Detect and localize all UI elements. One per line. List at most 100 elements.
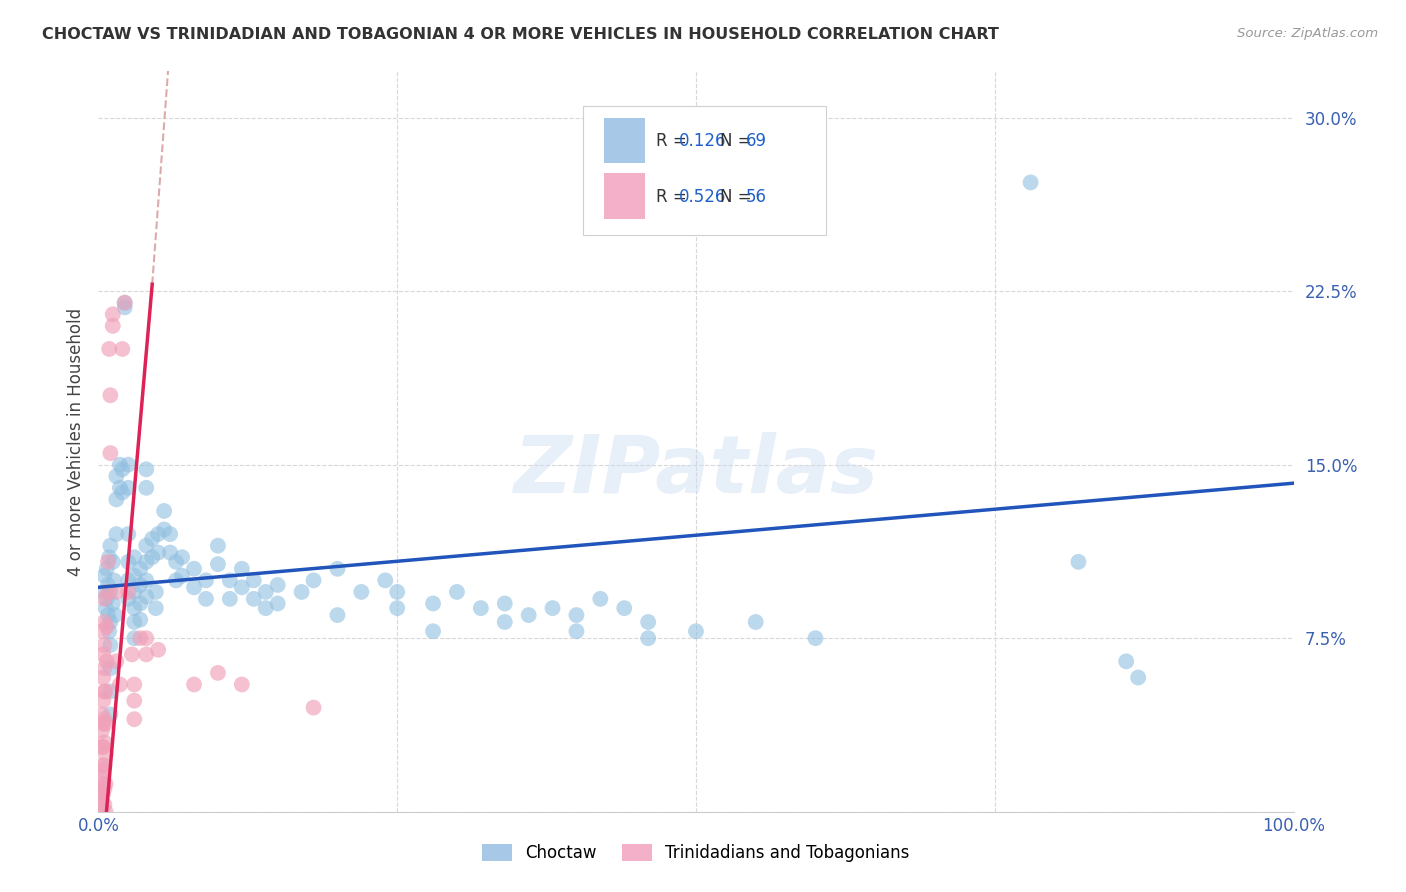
Text: R =: R =: [657, 188, 692, 206]
Point: [494, 597, 516, 611]
Point: [422, 624, 444, 639]
Point: [98, 707, 122, 722]
Point: [422, 597, 444, 611]
Point: [117, 527, 139, 541]
Point: [93, 615, 115, 629]
Point: [98, 624, 121, 639]
Point: [91, 739, 114, 754]
Point: [148, 642, 170, 657]
Point: [96, 654, 118, 668]
Point: [565, 624, 588, 639]
Point: [91, 707, 114, 722]
Point: [302, 700, 325, 714]
Point: [98, 446, 122, 460]
Point: [302, 574, 325, 588]
Text: Source: ZipAtlas.com: Source: ZipAtlas.com: [1237, 27, 1378, 40]
Legend: Choctaw, Trinidadians and Tobagonians: Choctaw, Trinidadians and Tobagonians: [474, 835, 918, 870]
Point: [90, 800, 112, 814]
Point: [207, 539, 229, 553]
Point: [105, 469, 128, 483]
Point: [91, 739, 114, 754]
Point: [494, 615, 516, 629]
Point: [183, 677, 205, 691]
Point: [1019, 175, 1042, 190]
Point: [91, 793, 114, 807]
Text: N =: N =: [720, 131, 756, 150]
Point: [117, 458, 139, 472]
Point: [111, 485, 134, 500]
Point: [91, 786, 114, 800]
Point: [91, 723, 114, 738]
Point: [117, 481, 139, 495]
Point: [135, 648, 157, 662]
Point: [195, 574, 218, 588]
Point: [446, 585, 468, 599]
Text: 69: 69: [745, 131, 766, 150]
Point: [1128, 671, 1150, 685]
Point: [565, 608, 588, 623]
Point: [470, 601, 492, 615]
Point: [207, 557, 229, 571]
Point: [93, 585, 115, 599]
Point: [135, 462, 157, 476]
Point: [350, 585, 373, 599]
Point: [517, 608, 540, 623]
Point: [637, 631, 659, 645]
Point: [243, 591, 266, 606]
Point: [159, 527, 181, 541]
Point: [94, 684, 117, 698]
Point: [117, 585, 139, 599]
Point: [254, 585, 277, 599]
Point: [117, 591, 139, 606]
Point: [103, 574, 125, 588]
Point: [326, 562, 349, 576]
Y-axis label: 4 or more Vehicles in Household: 4 or more Vehicles in Household: [66, 308, 84, 575]
Point: [93, 591, 115, 606]
Point: [108, 481, 131, 495]
Text: R =: R =: [657, 131, 692, 150]
Point: [385, 585, 409, 599]
Point: [195, 591, 218, 606]
Point: [124, 550, 146, 565]
Point: [374, 574, 396, 588]
Point: [101, 318, 124, 333]
Point: [105, 527, 128, 541]
Point: [135, 574, 157, 588]
Point: [91, 671, 114, 685]
Point: [159, 545, 181, 560]
Point: [231, 562, 253, 576]
Point: [98, 638, 122, 652]
Point: [589, 591, 612, 606]
Point: [105, 492, 128, 507]
Point: [183, 580, 205, 594]
Point: [172, 568, 194, 582]
Point: [91, 694, 114, 708]
Point: [141, 550, 163, 565]
Point: [124, 585, 146, 599]
Point: [94, 777, 117, 791]
Point: [219, 591, 242, 606]
Point: [94, 716, 117, 731]
Point: [114, 301, 136, 315]
Point: [96, 619, 118, 633]
Point: [94, 805, 117, 819]
Text: 56: 56: [745, 188, 766, 206]
Point: [97, 608, 120, 623]
Point: [108, 458, 131, 472]
Point: [613, 601, 636, 615]
Point: [135, 555, 157, 569]
Point: [96, 562, 118, 576]
Point: [124, 615, 146, 629]
Point: [231, 677, 253, 691]
Point: [105, 585, 128, 599]
Point: [267, 578, 290, 592]
Point: [105, 654, 128, 668]
Point: [267, 597, 290, 611]
Point: [129, 597, 152, 611]
Point: [148, 545, 170, 560]
Point: [172, 550, 194, 565]
Point: [90, 770, 112, 784]
Point: [93, 797, 115, 812]
Point: [153, 504, 176, 518]
Point: [129, 631, 152, 645]
